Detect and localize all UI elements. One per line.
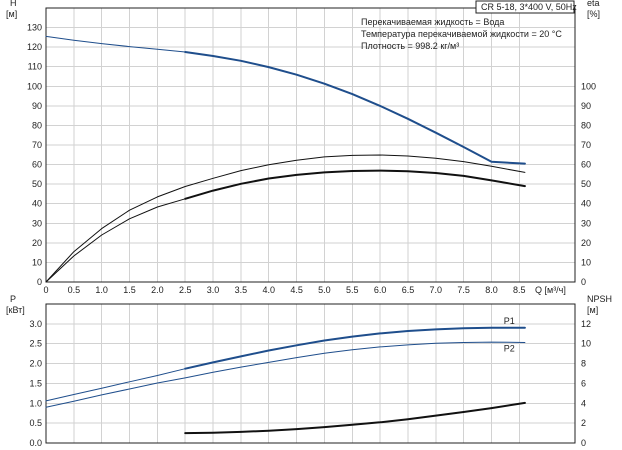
y-axis-unit-left: [кВт]	[6, 305, 25, 315]
y-tick-label-right: 12	[581, 319, 591, 329]
x-tick-label: 2.5	[179, 285, 192, 295]
y-axis-label-right: NPSH	[587, 294, 612, 304]
y-tick-label-left: 20	[32, 238, 42, 248]
y-tick-label-right: 2	[581, 418, 586, 428]
y-tick-label-right: 10	[581, 257, 591, 267]
model-box-frame	[475, 0, 575, 14]
y-tick-label-right: 70	[581, 140, 591, 150]
series-line-p2	[45, 341, 526, 408]
series-label-p2: P2	[504, 344, 515, 354]
x-tick-label: 2.0	[151, 285, 164, 295]
y-tick-label-right: 80	[581, 120, 591, 130]
y-tick-label-left: 0	[37, 277, 42, 287]
y-axis-label-left: H	[10, 0, 17, 8]
y-axis-label-right: eta	[587, 0, 600, 8]
x-tick-label: 6.5	[402, 285, 415, 295]
series-line-npsh	[184, 401, 526, 435]
x-tick-label: 5.0	[318, 285, 331, 295]
series-label-p1: P1	[504, 316, 515, 326]
y-axis-label-left: P	[10, 294, 16, 304]
series-line-p1	[45, 368, 186, 402]
y-axis-unit-right: [м]	[587, 305, 598, 315]
plot-frame	[45, 7, 576, 283]
series-line-eta	[45, 198, 186, 283]
y-tick-label-right: 30	[581, 218, 591, 228]
y-tick-label-left: 50	[32, 179, 42, 189]
fluid-info: Перекачиваемая жидкость = Вода Температу…	[361, 17, 562, 51]
y-tick-label-left: 70	[32, 140, 42, 150]
y-tick-label-left: 100	[27, 81, 42, 91]
y-tick-label-right: 6	[581, 378, 586, 388]
plot-frame	[45, 303, 576, 444]
fluid-info-line: Температура перекачиваемой жидкости = 20…	[361, 29, 562, 39]
x-tick-label: 7.0	[430, 285, 443, 295]
y-tick-label-left: 110	[28, 62, 42, 72]
x-tick-label: 3.0	[207, 285, 220, 295]
x-tick-label: 3.5	[235, 285, 248, 295]
model-box: CR 5-18, 3*400 V, 50Hz	[475, 0, 577, 14]
x-axis-label: Q [м³/ч]	[535, 285, 566, 295]
y-tick-label-right: 60	[581, 160, 591, 170]
y-tick-label-left: 0.0	[29, 438, 42, 448]
y-tick-label-right: 90	[581, 101, 591, 111]
x-tick-label: 1.5	[123, 285, 136, 295]
series-line-eta	[45, 154, 526, 283]
y-tick-label-right: 50	[581, 179, 591, 189]
x-tick-label: 5.5	[346, 285, 359, 295]
y-tick-label-right: 0	[581, 277, 586, 287]
y-tick-label-right: 8	[581, 359, 586, 369]
y-tick-label-right: 40	[581, 199, 591, 209]
series-line-p1	[184, 326, 526, 370]
y-tick-label-left: 60	[32, 160, 42, 170]
y-tick-label-left: 1.0	[29, 398, 42, 408]
top-panel: 0 0.5 1.0 1.5 2.0 2.5 3.0 3.5 4.0 4.5 5.0 5.5 6.0 6.5…	[6, 0, 600, 295]
y-tick-label-left: 10	[32, 257, 42, 267]
y-tick-label-left: 30	[32, 218, 42, 228]
y-tick-label-right: 10	[581, 339, 591, 349]
y-tick-label-left: 1.5	[29, 378, 42, 388]
model-label: CR 5-18, 3*400 V, 50Hz	[481, 2, 577, 12]
y-tick-label-left: 40	[32, 199, 42, 209]
y-tick-label-right: 0	[581, 438, 586, 448]
y-tick-label-right: 100	[581, 81, 596, 91]
fluid-info-line: Плотность = 998.2 кг/м³	[361, 41, 459, 51]
y-axis-unit-right: [%]	[587, 9, 600, 19]
y-tick-label-left: 3.0	[29, 319, 42, 329]
x-tick-label: 4.0	[262, 285, 275, 295]
y-tick-label-left: 80	[32, 120, 42, 130]
y-tick-label-left: 2.0	[29, 359, 42, 369]
y-tick-label-right: 20	[581, 238, 591, 248]
x-tick-label: 8.5	[513, 285, 526, 295]
series-line-h	[45, 35, 186, 53]
fluid-info-line: Перекачиваемая жидкость = Вода	[361, 17, 504, 27]
x-tick-label: 4.5	[290, 285, 303, 295]
y-tick-label-left: 120	[27, 42, 42, 52]
y-tick-label-right: 4	[581, 398, 586, 408]
y-tick-label-left: 130	[27, 23, 42, 33]
x-tick-label: 0.5	[68, 285, 81, 295]
x-tick-label: 0	[43, 285, 48, 295]
y-tick-label-left: 90	[32, 101, 42, 111]
x-tick-label: 6.0	[374, 285, 387, 295]
y-tick-label-left: 2.5	[29, 339, 42, 349]
y-axis-unit-left: [м]	[6, 9, 17, 19]
y-tick-label-left: 0.5	[29, 418, 42, 428]
series-line-h	[184, 51, 526, 165]
x-tick-label: 1.0	[95, 285, 108, 295]
x-tick-label: 7.5	[457, 285, 470, 295]
series-line-eta	[184, 169, 526, 200]
bottom-panel: 0.0 0.5 1.0 1.5 2.0 2.5 3.0 0 2 4 6 8 10 12 P[кВт] NPSH…	[6, 294, 612, 448]
x-tick-label: 8.0	[485, 285, 498, 295]
